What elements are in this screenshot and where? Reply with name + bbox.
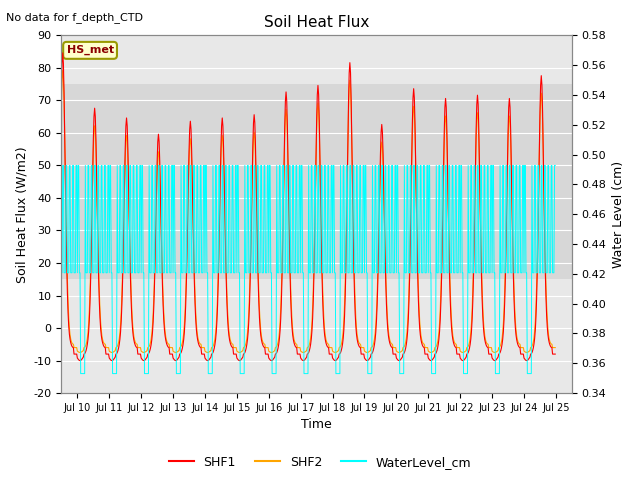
Y-axis label: Soil Heat Flux (W/m2): Soil Heat Flux (W/m2) bbox=[15, 146, 28, 283]
Text: No data for f_depth_CTD: No data for f_depth_CTD bbox=[6, 12, 143, 23]
Text: HS_met: HS_met bbox=[67, 45, 114, 56]
Bar bbox=[61, 84, 572, 279]
Legend: SHF1, SHF2, WaterLevel_cm: SHF1, SHF2, WaterLevel_cm bbox=[164, 451, 476, 474]
X-axis label: Time: Time bbox=[301, 419, 332, 432]
Y-axis label: Water Level (cm): Water Level (cm) bbox=[612, 161, 625, 268]
Title: Soil Heat Flux: Soil Heat Flux bbox=[264, 15, 369, 30]
